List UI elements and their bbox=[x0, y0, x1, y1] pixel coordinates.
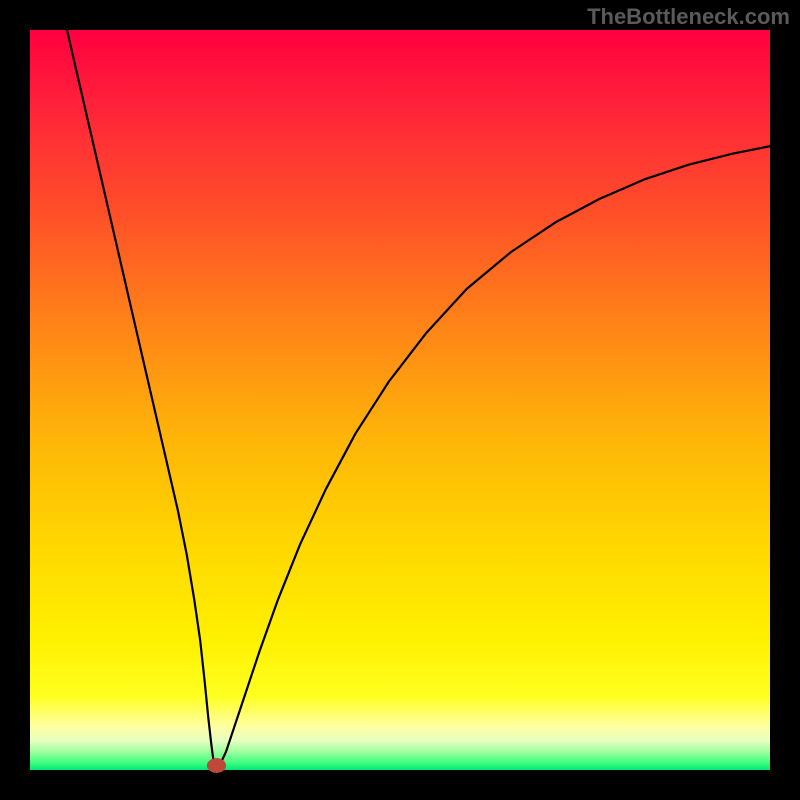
bottleneck-curve-chart bbox=[0, 0, 800, 800]
optimal-point-marker bbox=[207, 758, 226, 773]
chart-container: TheBottleneck.com bbox=[0, 0, 800, 800]
plot-background bbox=[30, 30, 770, 770]
watermark-text: TheBottleneck.com bbox=[587, 4, 790, 30]
